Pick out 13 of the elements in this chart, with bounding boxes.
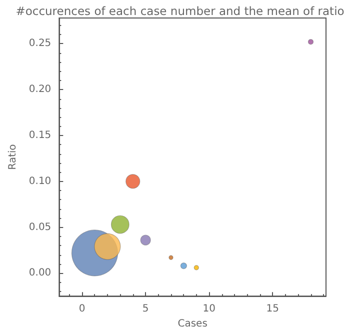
y-axis-title: Ratio: [8, 144, 18, 170]
chart-title: #occurences of each case number and the mean of ratio: [16, 4, 344, 18]
y-tick-label: 0.00: [28, 268, 52, 279]
x-tick-label: 5: [142, 304, 149, 315]
y-tick-label: 0.05: [28, 222, 52, 233]
y-tick-label: 0.10: [28, 176, 52, 187]
x-tick-label: 15: [266, 304, 279, 315]
x-axis-title: Cases: [178, 318, 208, 330]
y-tick-label: 0.25: [28, 38, 52, 50]
x-tick-label: 10: [202, 304, 216, 315]
x-tick-label: 0: [78, 304, 86, 315]
y-tick-label: 0.15: [28, 130, 52, 141]
y-tick-label: 0.20: [28, 84, 52, 96]
